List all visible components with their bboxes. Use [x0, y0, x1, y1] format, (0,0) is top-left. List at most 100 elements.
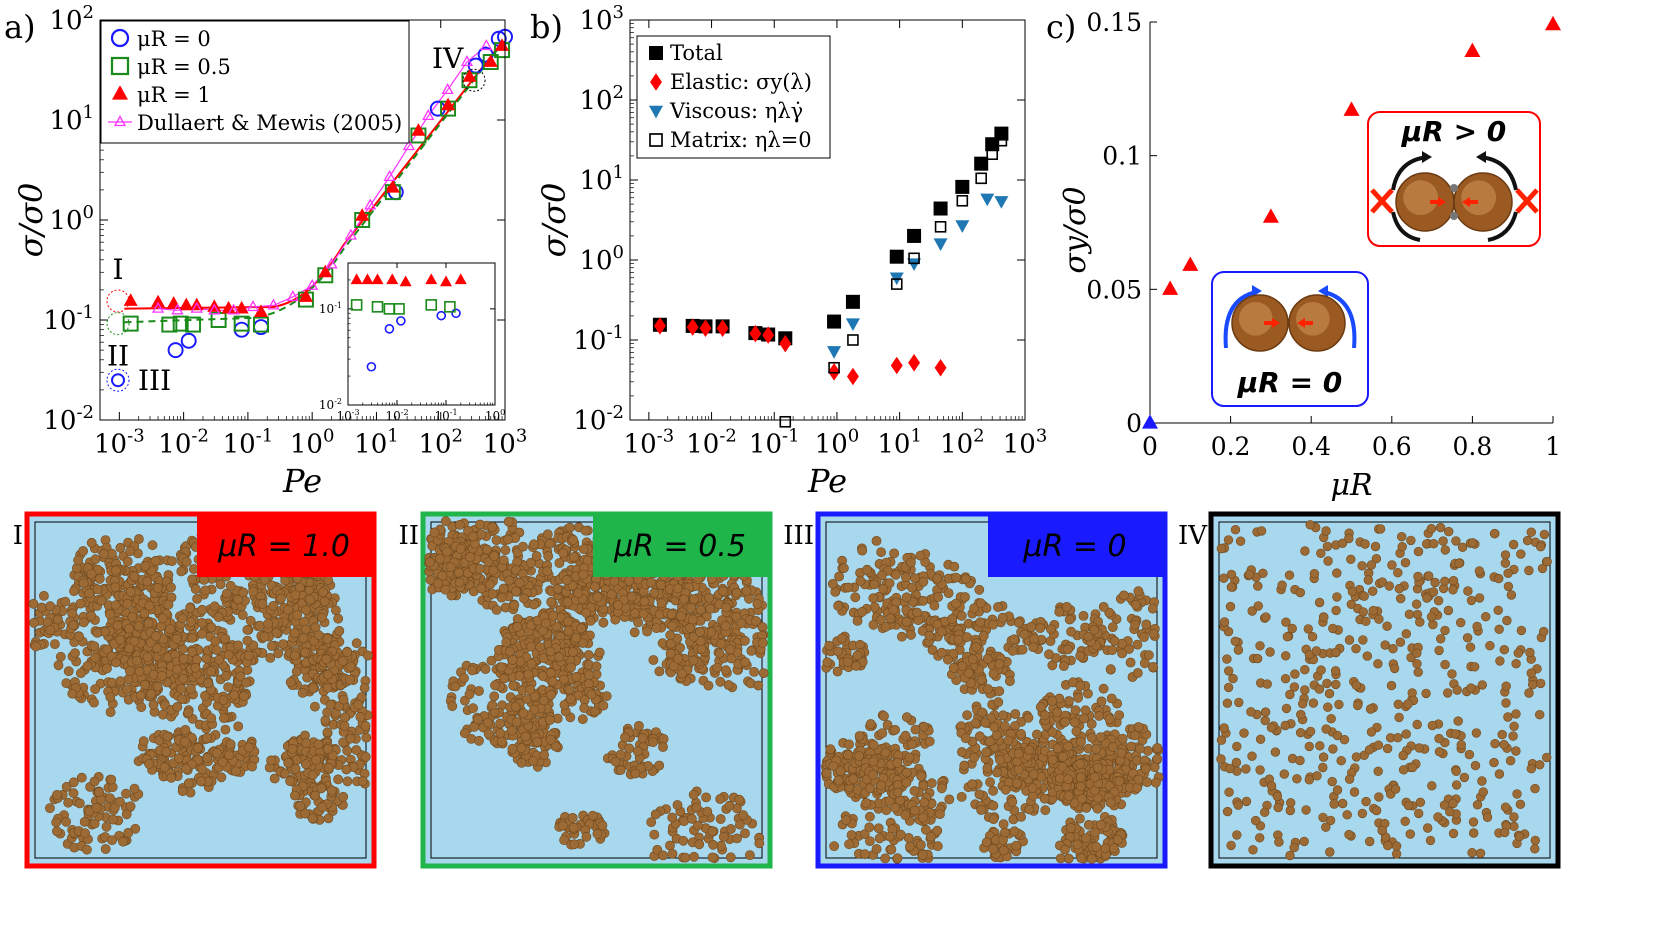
particle [865, 719, 876, 729]
particle [558, 548, 569, 559]
rotation-arrow-zero-left [1223, 290, 1257, 349]
inset-point-mu1 [399, 275, 412, 287]
particle [82, 661, 93, 671]
particle [183, 778, 194, 789]
legend-marker [110, 56, 130, 76]
particle [163, 599, 174, 610]
particle [715, 676, 726, 687]
data-point [179, 297, 194, 311]
particle [1098, 602, 1109, 612]
data-point [402, 139, 416, 151]
particle-left-shade [1403, 180, 1439, 216]
data-point [441, 97, 456, 111]
particle [86, 611, 97, 621]
particle [516, 743, 527, 753]
inset-point-mu0 [366, 361, 377, 372]
particle [569, 839, 580, 850]
particle [846, 830, 857, 840]
particle [474, 686, 484, 696]
inset-point-mu0 [384, 324, 395, 334]
particle [545, 715, 555, 725]
particle [45, 601, 56, 612]
data-point [422, 109, 435, 121]
inset-point-mu1 [425, 273, 438, 285]
axis-c-xtick-label: 0.2 [1211, 432, 1251, 461]
particle [852, 650, 863, 661]
particle [300, 759, 311, 769]
particle [1047, 754, 1058, 765]
particle [290, 763, 301, 774]
particle [642, 626, 652, 637]
particle-zero-right-shade [1296, 302, 1330, 336]
particle [632, 746, 643, 757]
inset-point-mu05 [444, 301, 456, 313]
particle [313, 739, 324, 750]
particle [598, 617, 609, 628]
particle [90, 652, 101, 663]
particle [112, 620, 123, 631]
particle [105, 707, 116, 717]
particle [740, 657, 751, 667]
particle [646, 577, 656, 588]
particle [52, 790, 62, 800]
particle [715, 814, 726, 824]
data-point [495, 38, 510, 51]
particle [687, 614, 698, 625]
axis-b-xtick-label: 102 [940, 426, 985, 460]
data-point [1162, 280, 1179, 295]
inset-point-mu05 [371, 301, 384, 313]
particle [300, 624, 311, 635]
particle [1091, 744, 1102, 754]
particle [317, 802, 328, 813]
axis-b-xtick-label: 100 [815, 426, 860, 460]
particle [892, 853, 903, 864]
axis-c-ytick-label: 0.1 [1102, 142, 1142, 171]
particle [192, 594, 202, 604]
particle [639, 596, 650, 607]
data-point [180, 332, 197, 349]
data-point [298, 289, 313, 302]
particle [74, 631, 84, 642]
particle [1131, 599, 1141, 610]
particle [718, 832, 729, 842]
data-point [208, 303, 221, 315]
data-point [411, 123, 426, 136]
particle [125, 546, 136, 557]
particle [55, 651, 66, 662]
inset-point-mu1 [371, 273, 384, 285]
particle [506, 725, 517, 736]
particle [1076, 736, 1086, 747]
particle [213, 612, 224, 622]
particle [871, 844, 882, 854]
particle [665, 840, 675, 851]
particle [577, 714, 588, 725]
particle [489, 691, 500, 702]
particle [518, 541, 528, 552]
rotation-arrow-left-head [1422, 151, 1432, 163]
particle [721, 602, 732, 613]
particle [568, 535, 578, 545]
particle [649, 829, 660, 840]
particle [424, 557, 435, 568]
particle [159, 762, 170, 773]
particle [121, 809, 132, 820]
particle [885, 831, 895, 842]
x-axis-label-b: Pe [807, 462, 847, 500]
particle [658, 850, 668, 861]
particle [289, 650, 300, 661]
particle [1105, 664, 1116, 675]
particle [1016, 812, 1026, 822]
particle [638, 608, 649, 619]
inset-point-mu1 [386, 273, 399, 285]
particle [539, 750, 549, 760]
particle [499, 673, 509, 684]
particle [197, 628, 207, 639]
particle [601, 691, 612, 701]
legend-label: μR = 0 [137, 27, 211, 51]
particle [89, 697, 99, 708]
particle [994, 686, 1005, 697]
particle [124, 643, 135, 654]
particle [445, 562, 456, 572]
particle [483, 728, 494, 739]
